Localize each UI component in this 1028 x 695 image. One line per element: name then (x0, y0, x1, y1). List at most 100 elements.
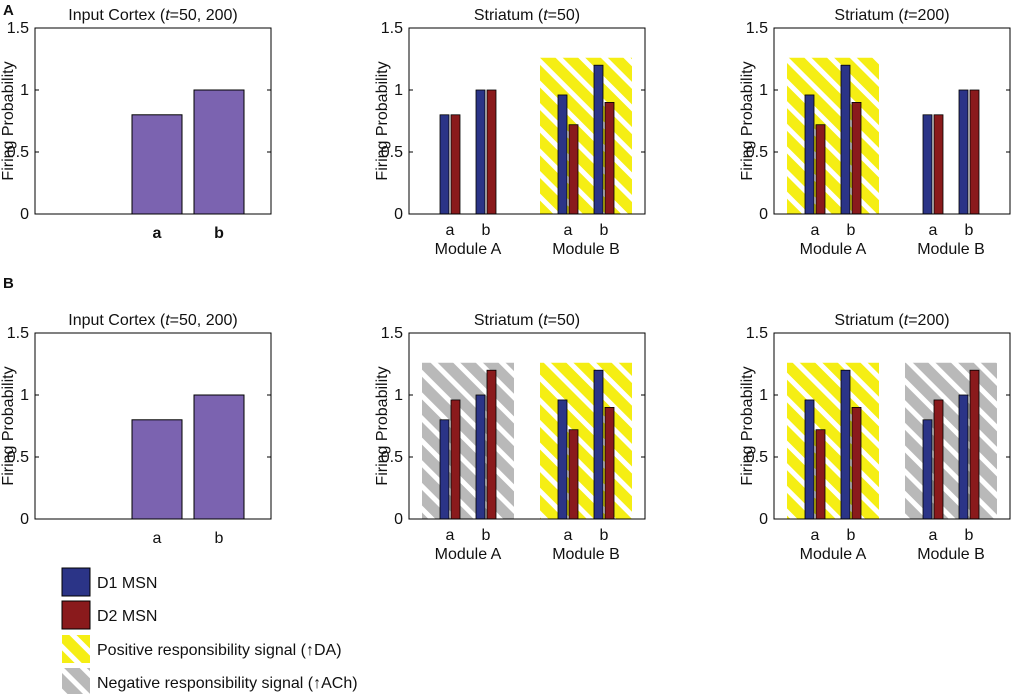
chart-title: Striatum (t=50) (474, 7, 580, 24)
y-axis-label: Firing Probability (739, 366, 756, 485)
bar-d1-b (475, 394, 486, 520)
bar-d1-a (557, 94, 568, 215)
signal-negative-region (905, 362, 997, 519)
legend-label-negative: Negative responsibility signal (↑ACh) (97, 675, 358, 692)
axes-frame (408, 332, 646, 520)
module-label: Module A (435, 241, 502, 258)
y-axis-label: Firing Probability (0, 366, 17, 485)
legend-label-positive: Positive responsibility signal (↑DA) (97, 642, 342, 659)
bar-d2-b (851, 102, 862, 215)
module-label: Module B (917, 241, 985, 258)
bar-d2-b (969, 89, 980, 215)
y-tick-label: 1.5 (7, 325, 29, 342)
bar-d1-a (439, 419, 450, 520)
signal-positive-region (540, 57, 632, 215)
bar-d2-a (815, 124, 826, 215)
panel-label-a: A (3, 2, 14, 19)
signal-positive-region (540, 362, 632, 519)
bar-d2-a (568, 124, 579, 215)
x-tick-label: a (811, 527, 820, 544)
bar-d2-b (851, 406, 862, 520)
x-tick-label: a (929, 527, 938, 544)
y-tick-label: 1 (20, 387, 29, 404)
chart-title: Input Cortex (t=50, 200) (68, 7, 237, 24)
y-tick-label: 0 (394, 511, 403, 528)
bar-d2-b (969, 369, 980, 520)
bar-d2-a (568, 429, 579, 520)
bar-d1-b (840, 369, 851, 520)
bar-d2-b (604, 102, 615, 215)
y-tick-label: 0.5 (746, 144, 768, 161)
axes-frame (773, 332, 1011, 520)
panel-label-b: B (3, 275, 14, 292)
chart-panel-b-2: Striatum (t=50) Firing Probability a b Modul… (374, 312, 646, 563)
axes-frame (408, 27, 646, 215)
chart-title: Striatum (t=200) (834, 312, 949, 329)
legend: D1 MSN D2 MSN Positive responsibility si… (61, 567, 358, 694)
axes-frame (34, 332, 272, 520)
chart-title: Input Cortex (t=50, 200) (68, 312, 237, 329)
y-tick-label: 1 (394, 387, 403, 404)
bar-d1-a (439, 114, 450, 215)
bar-d1-a (922, 114, 933, 215)
y-tick-label: 1 (394, 82, 403, 99)
signal-positive-region (787, 362, 879, 519)
bar-a (131, 419, 183, 520)
bar-d1-b (958, 89, 969, 215)
y-tick-label: 1.5 (746, 20, 768, 37)
bar-d1-b (475, 89, 486, 215)
y-tick-label: 0 (759, 206, 768, 223)
chart-panel-a-2: Striatum (t=50) Firing Probability a b Modul… (374, 7, 646, 258)
y-axis-label: Firing Probability (374, 366, 391, 485)
x-tick-label: a (446, 527, 455, 544)
bar-d2-b (486, 369, 497, 520)
bar-d2-a (933, 399, 944, 520)
y-tick-label: 1.5 (381, 325, 403, 342)
y-tick-label: 1 (759, 387, 768, 404)
bar-d2-b (486, 89, 497, 215)
bar-d1-a (922, 419, 933, 520)
x-tick-label: a (564, 527, 573, 544)
bar-d1-a (557, 399, 568, 520)
legend-swatch-positive (62, 635, 90, 663)
bar-d2-a (815, 429, 826, 520)
y-tick-label: 0 (759, 511, 768, 528)
chart-panel-a-1: Input Cortex (t=50, 200) Firing Probabili… (0, 7, 272, 242)
y-tick-label: 0 (394, 206, 403, 223)
chart-title: Striatum (t=200) (834, 7, 949, 24)
x-tick-label: b (482, 222, 491, 239)
bar-a (131, 114, 183, 215)
module-label: Module B (552, 546, 620, 563)
chart-panel-b-1: Input Cortex (t=50, 200) Firing Probabili… (0, 312, 272, 547)
x-tick-label: b (214, 225, 224, 242)
y-tick-label: 1 (759, 82, 768, 99)
x-tick-label: a (153, 530, 162, 547)
y-axis-label: Firing Probability (739, 61, 756, 180)
bar-d1-b (840, 64, 851, 215)
module-label: Module A (800, 241, 867, 258)
chart-panel-a-3: Striatum (t=200) Firing Probability a b Modu… (739, 7, 1011, 258)
module-label: Module A (800, 546, 867, 563)
x-tick-label: b (847, 222, 856, 239)
x-tick-label: a (929, 222, 938, 239)
y-tick-label: 0.5 (381, 144, 403, 161)
x-tick-label: b (600, 527, 609, 544)
bar-d1-b (593, 369, 604, 520)
signal-positive-region (787, 57, 879, 215)
bar-d2-a (450, 114, 461, 215)
x-tick-label: b (965, 222, 974, 239)
module-label: Module A (435, 546, 502, 563)
y-tick-label: 0 (20, 511, 29, 528)
x-tick-label: a (811, 222, 820, 239)
chart-title: Striatum (t=50) (474, 312, 580, 329)
bar-b (193, 394, 245, 520)
bar-d2-b (604, 406, 615, 520)
y-tick-label: 1.5 (746, 325, 768, 342)
y-tick-label: 1.5 (7, 20, 29, 37)
x-tick-label: b (482, 527, 491, 544)
x-tick-label: b (847, 527, 856, 544)
legend-label-d2: D2 MSN (97, 608, 157, 625)
bar-b (193, 89, 245, 215)
x-tick-label: b (965, 527, 974, 544)
